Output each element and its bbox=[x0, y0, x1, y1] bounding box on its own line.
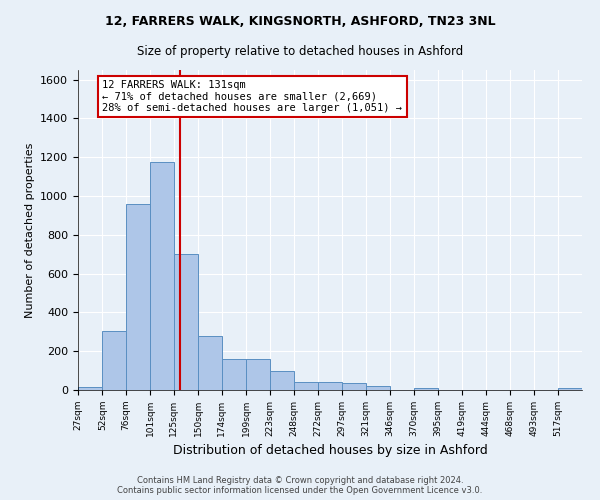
Bar bbox=[342, 383, 366, 390]
Bar bbox=[78, 387, 103, 390]
Bar bbox=[247, 359, 270, 390]
Y-axis label: Number of detached properties: Number of detached properties bbox=[25, 142, 35, 318]
Bar bbox=[413, 388, 438, 390]
Text: 12 FARRERS WALK: 131sqm
← 71% of detached houses are smaller (2,669)
28% of semi: 12 FARRERS WALK: 131sqm ← 71% of detache… bbox=[103, 80, 403, 113]
Bar bbox=[270, 370, 294, 390]
Bar bbox=[557, 388, 582, 390]
Bar bbox=[294, 382, 318, 390]
Bar bbox=[222, 359, 247, 390]
Bar bbox=[103, 331, 126, 390]
Bar bbox=[318, 382, 342, 390]
Text: Contains HM Land Registry data © Crown copyright and database right 2024.
Contai: Contains HM Land Registry data © Crown c… bbox=[118, 476, 482, 495]
Bar bbox=[174, 254, 199, 390]
Bar bbox=[151, 162, 174, 390]
Bar bbox=[366, 386, 390, 390]
Text: Size of property relative to detached houses in Ashford: Size of property relative to detached ho… bbox=[137, 45, 463, 58]
X-axis label: Distribution of detached houses by size in Ashford: Distribution of detached houses by size … bbox=[173, 444, 487, 458]
Bar bbox=[126, 204, 151, 390]
Text: 12, FARRERS WALK, KINGSNORTH, ASHFORD, TN23 3NL: 12, FARRERS WALK, KINGSNORTH, ASHFORD, T… bbox=[104, 15, 496, 28]
Bar bbox=[199, 336, 222, 390]
